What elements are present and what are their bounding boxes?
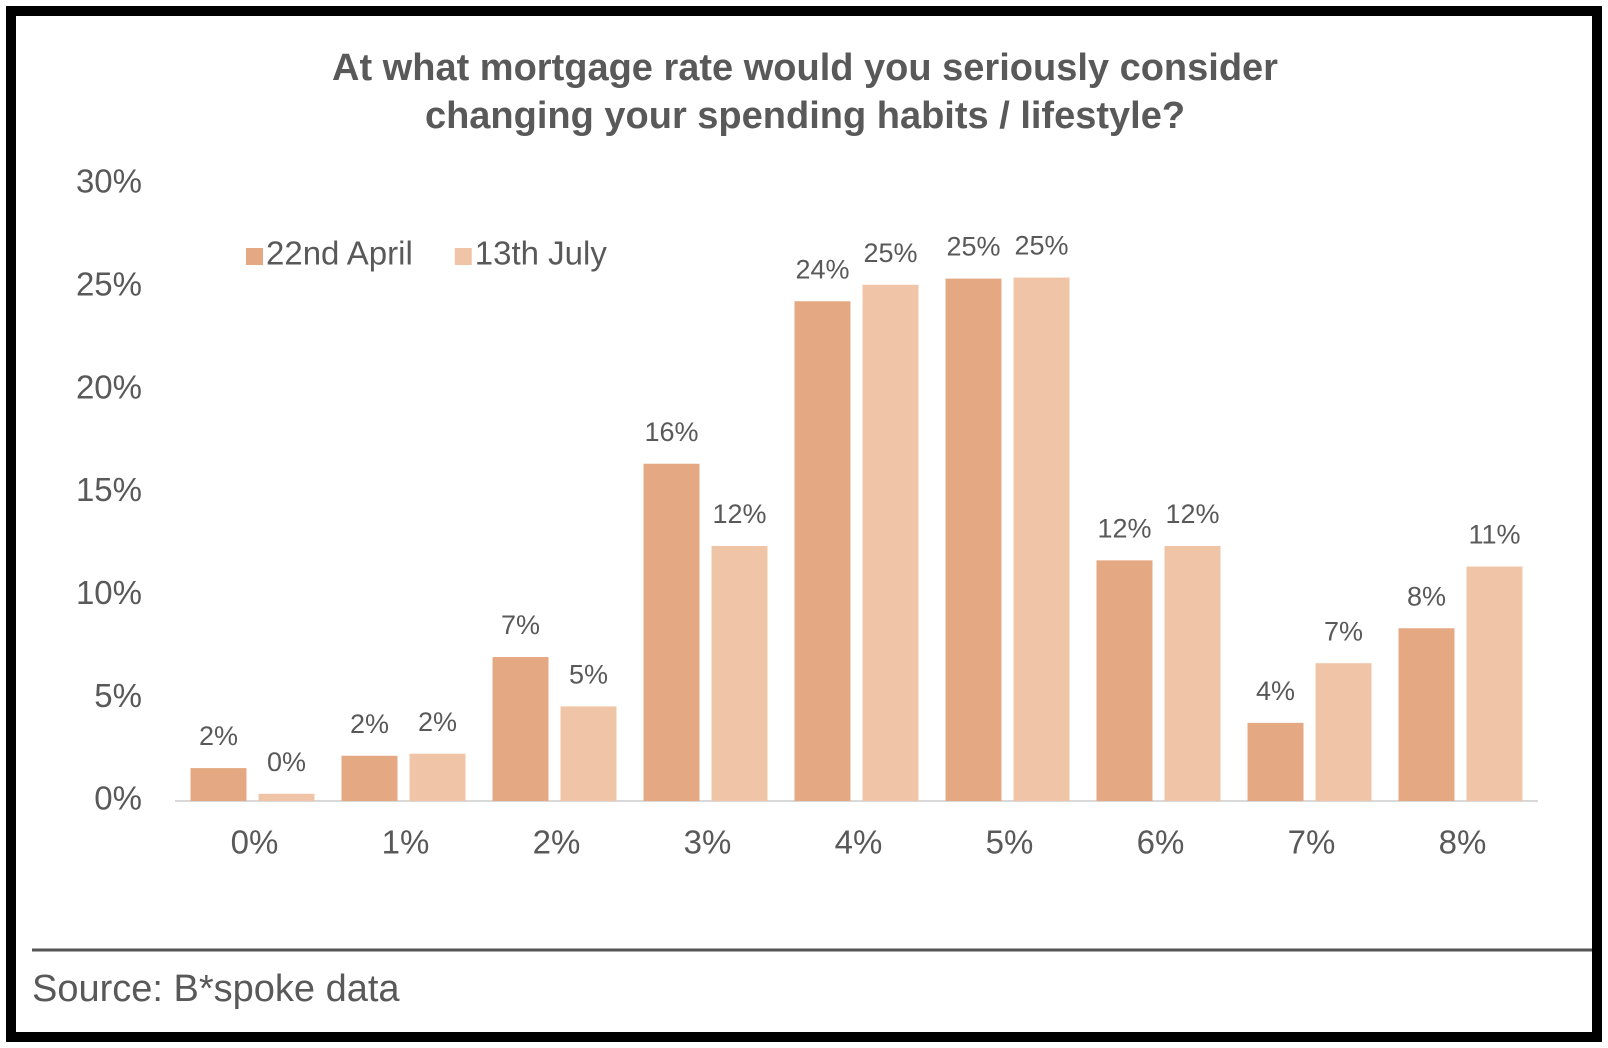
bar [341, 755, 398, 801]
value-label: 25% [1014, 231, 1068, 261]
source: Source: B*spoke data [32, 968, 400, 1010]
bar [862, 284, 919, 801]
x-tick-label: 4% [835, 824, 883, 861]
chart-title: At what mortgage rate would you seriousl… [332, 47, 1278, 137]
bar [258, 793, 315, 801]
bar [643, 463, 700, 801]
value-label: 12% [712, 499, 766, 529]
value-label: 12% [1165, 499, 1219, 529]
value-label: 2% [199, 721, 238, 751]
value-label: 4% [1256, 676, 1295, 706]
value-label: 2% [350, 709, 389, 739]
x-tick-label: 6% [1137, 824, 1185, 861]
legend-swatch [246, 248, 263, 265]
bar [1398, 628, 1455, 801]
y-tick-label: 20% [76, 368, 142, 405]
bar [1315, 663, 1372, 801]
value-label: 7% [1324, 616, 1363, 646]
bar [1096, 560, 1153, 801]
y-tick-label: 25% [76, 266, 142, 303]
value-label: 8% [1407, 581, 1446, 611]
bar [711, 545, 768, 801]
x-tick-label: 2% [533, 824, 581, 861]
value-label: 0% [267, 747, 306, 777]
y-tick-label: 10% [76, 574, 142, 611]
bar [1164, 545, 1221, 801]
bar [794, 301, 851, 801]
x-tick-label: 7% [1288, 824, 1336, 861]
bar [1013, 277, 1070, 801]
x-tick-label: 3% [684, 824, 732, 861]
value-label: 25% [946, 232, 1000, 262]
x-tick-label: 1% [382, 824, 430, 861]
bar [409, 753, 466, 801]
x-tick-label: 0% [231, 824, 279, 861]
value-label: 24% [795, 254, 849, 284]
value-label: 25% [863, 238, 917, 268]
legend-swatch [454, 248, 472, 265]
value-label: 16% [644, 417, 698, 447]
value-label: 7% [501, 610, 540, 640]
legend-label: 22nd April [266, 235, 413, 272]
value-label: 5% [569, 660, 608, 690]
bar [1466, 566, 1523, 801]
bar [1247, 722, 1304, 801]
x-tick-label: 5% [986, 824, 1034, 861]
y-tick-label: 5% [94, 677, 142, 714]
legend-label: 13th July [475, 235, 608, 272]
y-tick-label: 30% [76, 163, 142, 200]
y-tick-label: 15% [76, 471, 142, 508]
bar [492, 657, 549, 801]
value-label: 12% [1097, 513, 1151, 543]
bar [945, 278, 1002, 801]
bar [560, 706, 617, 801]
value-label: 2% [418, 707, 457, 737]
x-tick-label: 8% [1439, 824, 1487, 861]
y-tick-label: 0% [94, 780, 142, 817]
bar [190, 768, 247, 801]
value-label: 11% [1468, 520, 1520, 550]
